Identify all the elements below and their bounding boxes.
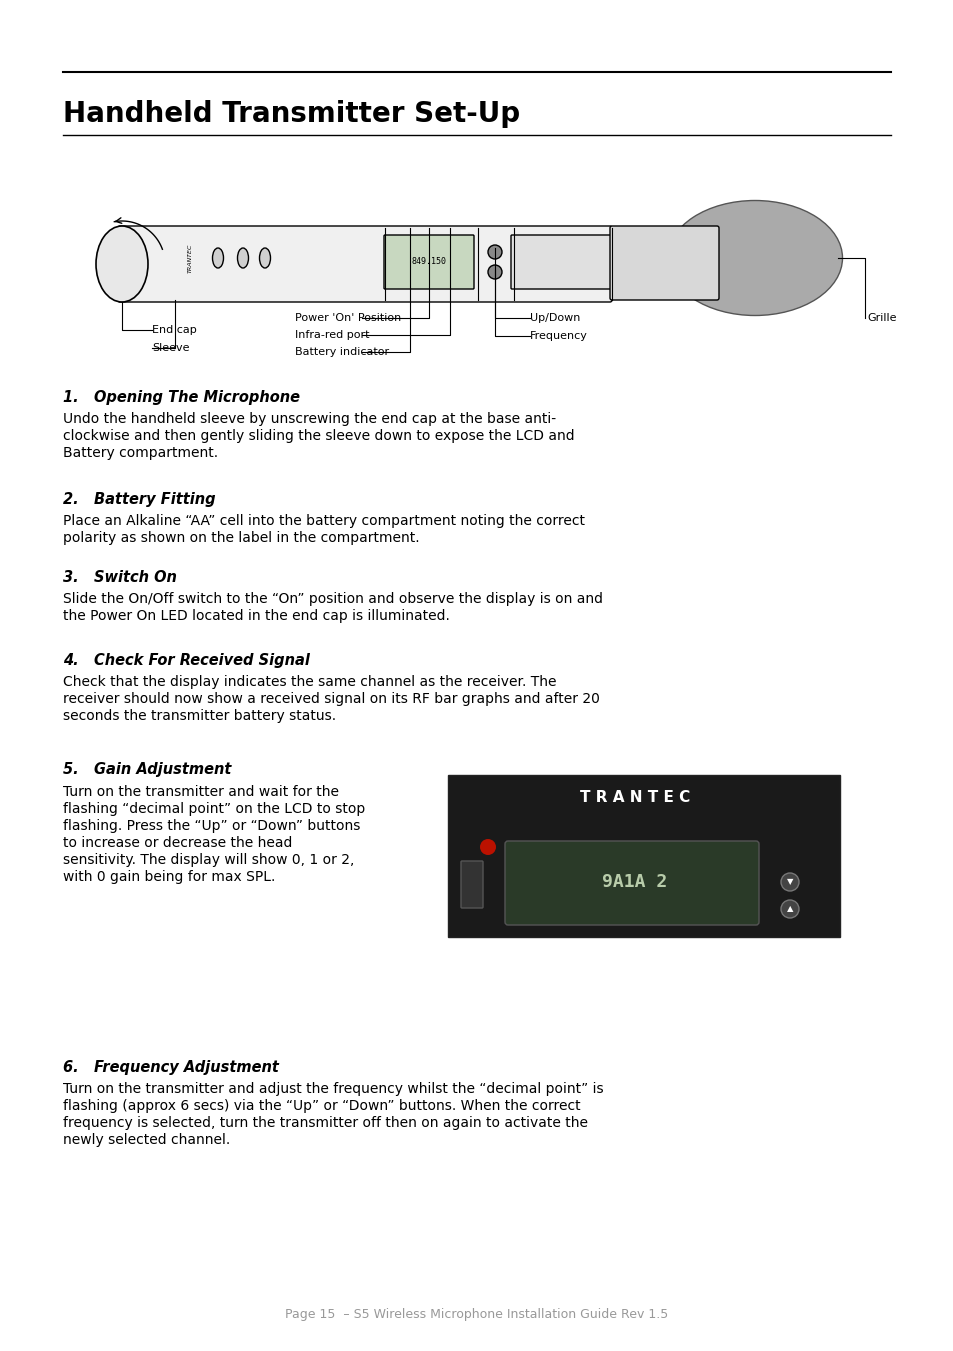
Text: Page 15  – S5 Wireless Microphone Installation Guide Rev 1.5: Page 15 – S5 Wireless Microphone Install… (285, 1308, 668, 1321)
Circle shape (488, 245, 501, 259)
Text: Check that the display indicates the same channel as the receiver. The: Check that the display indicates the sam… (63, 676, 556, 689)
Text: Infra-red port: Infra-red port (294, 330, 369, 340)
Text: flashing (approx 6 secs) via the “Up” or “Down” buttons. When the correct: flashing (approx 6 secs) via the “Up” or… (63, 1098, 580, 1113)
Text: 4.   Check For Received Signal: 4. Check For Received Signal (63, 653, 310, 667)
Text: 5.   Gain Adjustment: 5. Gain Adjustment (63, 762, 232, 777)
Bar (448, 775, 840, 938)
Circle shape (781, 900, 799, 917)
Circle shape (488, 265, 501, 280)
Text: clockwise and then gently sliding the sleeve down to expose the LCD and: clockwise and then gently sliding the sl… (63, 430, 574, 443)
Text: Frequency: Frequency (530, 331, 587, 340)
Text: ▲: ▲ (786, 905, 792, 913)
Text: flashing “decimal point” on the LCD to stop: flashing “decimal point” on the LCD to s… (63, 802, 365, 816)
Text: Grille: Grille (866, 313, 896, 323)
Ellipse shape (259, 249, 271, 267)
Ellipse shape (96, 226, 148, 303)
Text: Undo the handheld sleeve by unscrewing the end cap at the base anti-: Undo the handheld sleeve by unscrewing t… (63, 412, 556, 426)
Text: Place an Alkaline “AA” cell into the battery compartment noting the correct: Place an Alkaline “AA” cell into the bat… (63, 513, 584, 528)
Circle shape (479, 839, 496, 855)
Text: 1.   Opening The Microphone: 1. Opening The Microphone (63, 390, 299, 405)
Text: sensitivity. The display will show 0, 1 or 2,: sensitivity. The display will show 0, 1 … (63, 852, 354, 867)
Text: Handheld Transmitter Set-Up: Handheld Transmitter Set-Up (63, 100, 519, 128)
Text: Turn on the transmitter and wait for the: Turn on the transmitter and wait for the (63, 785, 338, 798)
Text: T R A N T E C: T R A N T E C (579, 789, 689, 804)
Text: 2.   Battery Fitting: 2. Battery Fitting (63, 492, 215, 507)
Text: newly selected channel.: newly selected channel. (63, 1133, 230, 1147)
Text: seconds the transmitter battery status.: seconds the transmitter battery status. (63, 709, 335, 723)
Text: Battery indicator: Battery indicator (294, 347, 389, 357)
Ellipse shape (667, 200, 841, 316)
Ellipse shape (237, 249, 248, 267)
Text: flashing. Press the “Up” or “Down” buttons: flashing. Press the “Up” or “Down” butto… (63, 819, 360, 834)
Text: with 0 gain being for max SPL.: with 0 gain being for max SPL. (63, 870, 275, 884)
Text: polarity as shown on the label in the compartment.: polarity as shown on the label in the co… (63, 531, 419, 544)
Text: TRANTEC: TRANTEC (188, 243, 193, 273)
Text: Power 'On' Position: Power 'On' Position (294, 313, 401, 323)
Text: Turn on the transmitter and adjust the frequency whilst the “decimal point” is: Turn on the transmitter and adjust the f… (63, 1082, 603, 1096)
Text: the Power On LED located in the end cap is illuminated.: the Power On LED located in the end cap … (63, 609, 450, 623)
Text: 6.   Frequency Adjustment: 6. Frequency Adjustment (63, 1061, 278, 1075)
FancyBboxPatch shape (504, 842, 759, 925)
FancyBboxPatch shape (609, 226, 719, 300)
Text: ▼: ▼ (786, 878, 792, 886)
Text: 3.   Switch On: 3. Switch On (63, 570, 176, 585)
Circle shape (781, 873, 799, 892)
FancyBboxPatch shape (118, 226, 612, 303)
Text: 9A1A 2: 9A1A 2 (601, 873, 667, 892)
Text: frequency is selected, turn the transmitter off then on again to activate the: frequency is selected, turn the transmit… (63, 1116, 587, 1129)
FancyBboxPatch shape (511, 235, 610, 289)
Text: End cap: End cap (152, 326, 196, 335)
FancyBboxPatch shape (384, 235, 474, 289)
Text: Slide the On/Off switch to the “On” position and observe the display is on and: Slide the On/Off switch to the “On” posi… (63, 592, 602, 607)
Text: Battery compartment.: Battery compartment. (63, 446, 218, 459)
Text: 849.150: 849.150 (411, 258, 446, 266)
FancyBboxPatch shape (460, 861, 482, 908)
Ellipse shape (213, 249, 223, 267)
Text: Up/Down: Up/Down (530, 313, 579, 323)
Text: to increase or decrease the head: to increase or decrease the head (63, 836, 292, 850)
Text: Sleeve: Sleeve (152, 343, 190, 353)
Text: receiver should now show a received signal on its RF bar graphs and after 20: receiver should now show a received sign… (63, 692, 599, 707)
